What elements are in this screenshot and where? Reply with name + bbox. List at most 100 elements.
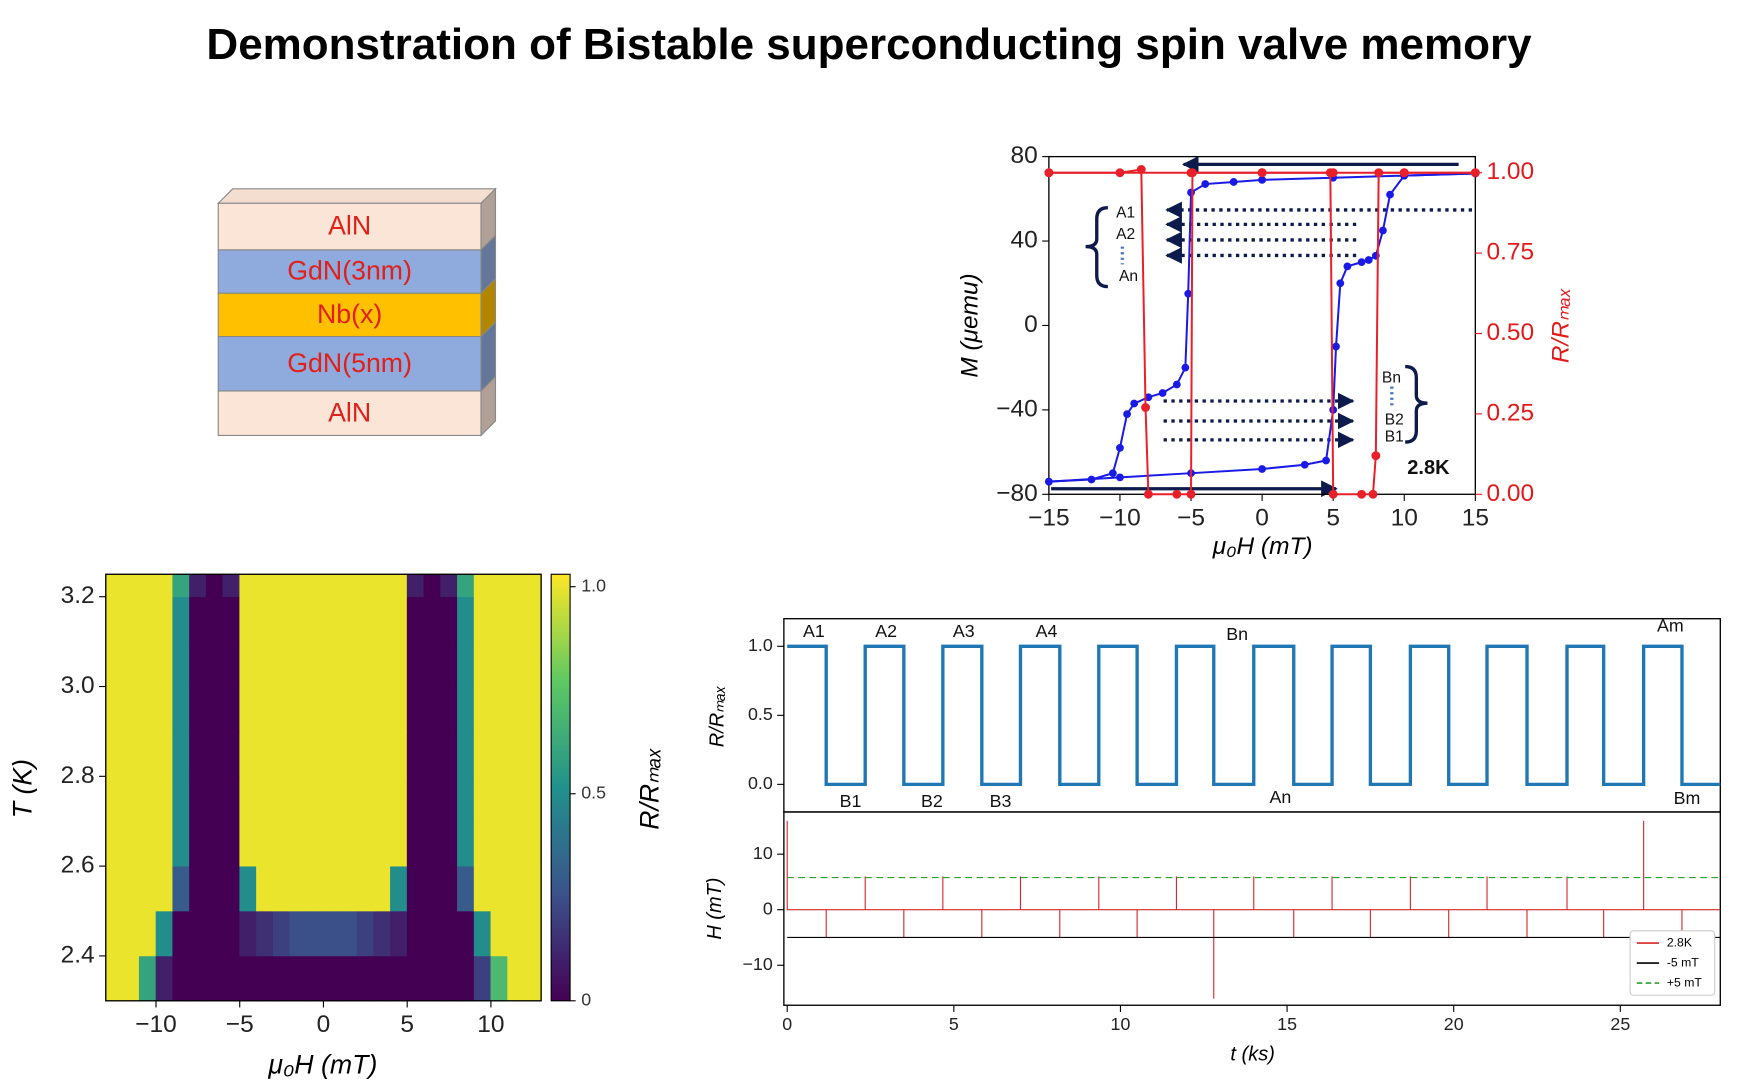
heatmap-cell xyxy=(423,775,442,822)
annotation: B3 xyxy=(990,791,1012,811)
data-point xyxy=(1379,226,1387,235)
heatmap-cell xyxy=(138,820,157,867)
data-point xyxy=(1141,403,1150,412)
heatmap-cell xyxy=(423,820,442,867)
heatmap-cell xyxy=(172,955,190,1002)
heatmap-cell xyxy=(323,573,341,598)
heatmap-cell xyxy=(507,820,525,867)
heatmap-cell xyxy=(189,731,207,777)
heatmap-cell xyxy=(272,641,291,687)
heatmap-cell xyxy=(155,573,174,598)
heatmap-cell xyxy=(406,775,425,822)
heatmap-cell xyxy=(239,910,257,957)
heatmap-cell xyxy=(356,910,375,957)
heatmap-cell xyxy=(239,596,257,642)
heatmap-cell xyxy=(440,596,458,642)
heatmap-cell xyxy=(138,686,157,732)
data-point xyxy=(1186,168,1196,178)
heatmap-cell xyxy=(172,731,190,777)
heatmap-cell xyxy=(323,686,341,732)
heatmap-cell xyxy=(423,865,442,912)
data-point xyxy=(1172,489,1182,499)
heatmap-cell xyxy=(189,820,207,867)
heatmap-cell xyxy=(323,775,341,822)
heatmap-cell xyxy=(289,573,308,598)
heatmap-cell xyxy=(457,573,475,598)
heatmap-cell xyxy=(289,641,308,687)
heatmap-cell xyxy=(507,573,525,598)
heatmap-cell xyxy=(306,686,324,732)
heatmap-cell xyxy=(490,955,508,1002)
data-point xyxy=(1364,256,1373,264)
heatmap-cell xyxy=(172,775,190,822)
colorbar xyxy=(550,573,571,1002)
heatmap-cell xyxy=(356,641,375,687)
heatmap-cell xyxy=(122,641,140,687)
heatmap-cell xyxy=(457,775,475,822)
y-tick-label: 0.0 xyxy=(748,773,773,793)
heatmap-cell xyxy=(306,573,324,598)
heatmap-cell xyxy=(440,955,458,1002)
heatmap-cell xyxy=(373,641,391,687)
layer xyxy=(217,202,482,251)
heatmap-cell xyxy=(524,686,542,732)
data-point xyxy=(1108,469,1117,478)
heatmap-cell xyxy=(105,955,123,1002)
heatmap-cell xyxy=(122,865,140,912)
heatmap-cell xyxy=(155,596,174,642)
heatmap-cell xyxy=(356,731,375,777)
heatmap-cell xyxy=(356,775,375,822)
heatmap-cell xyxy=(256,910,274,957)
heatmap-cell xyxy=(457,686,475,732)
heatmap-cell xyxy=(524,955,542,1002)
heatmap-cell xyxy=(155,686,174,732)
heatmap-cell xyxy=(138,596,157,642)
heatmap-cell xyxy=(490,686,508,732)
layer-label: AlN xyxy=(328,211,371,241)
heatmap-cell xyxy=(473,865,492,912)
heatmap-cell xyxy=(222,731,241,777)
heatmap-cell xyxy=(105,820,123,867)
y-tick-label: 2.6 xyxy=(61,852,95,879)
heatmap-cell xyxy=(406,820,425,867)
heatmap-cell xyxy=(289,775,308,822)
heatmap-cell xyxy=(306,910,324,957)
heatmap-cell xyxy=(339,775,358,822)
y-tick-label: 3.2 xyxy=(61,582,95,609)
layer-label: GdN(5nm) xyxy=(287,348,412,378)
layer-label: Nb(x) xyxy=(317,299,382,329)
heatmap-cell xyxy=(122,596,140,642)
heatmap-cell xyxy=(172,686,190,732)
heatmap-cell xyxy=(306,955,324,1002)
annotation: B1 xyxy=(1385,428,1404,445)
annotation: Am xyxy=(1657,616,1684,636)
data-point xyxy=(1172,380,1181,389)
heatmap-cell xyxy=(423,731,442,777)
data-point xyxy=(1143,489,1153,499)
data-point xyxy=(1386,190,1394,199)
heatmap-cell xyxy=(339,596,358,642)
heatmap-cell xyxy=(423,573,442,598)
heatmap-cell xyxy=(390,865,408,912)
heatmap-cell xyxy=(155,955,174,1002)
x-tick-label: −5 xyxy=(226,1011,254,1038)
annotation: A1 xyxy=(803,621,825,641)
data-point xyxy=(1470,168,1480,178)
heatmap-cell xyxy=(524,573,542,598)
heatmap-cell xyxy=(323,910,341,957)
chart: 0 5 10 15 20 25 −10 0 10 t (ks) H (mT) 2.8K -5 mT +5 … xyxy=(704,811,1721,1065)
heatmap-cell xyxy=(105,596,123,642)
heatmap-cell xyxy=(289,910,308,957)
heatmap-cell xyxy=(222,573,241,598)
heatmap-cell xyxy=(339,731,358,777)
heatmap-cell xyxy=(172,910,190,957)
heatmap-cell xyxy=(256,865,274,912)
heatmap-cell xyxy=(205,686,224,732)
heatmap-cell xyxy=(239,641,257,687)
series-line xyxy=(1048,171,1476,496)
heatmap-cell xyxy=(205,775,224,822)
heatmap-cell xyxy=(339,820,358,867)
data-point xyxy=(1229,178,1238,186)
heatmap-cell xyxy=(205,865,224,912)
